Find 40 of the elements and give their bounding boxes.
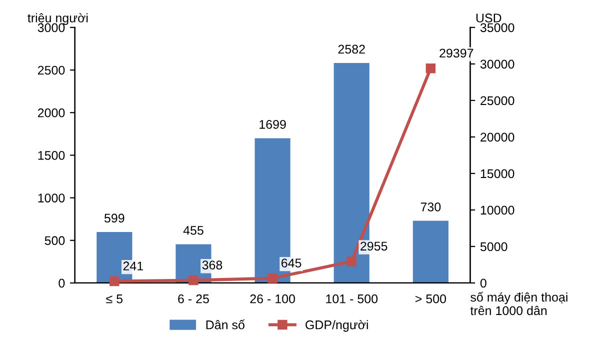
y2-tick-label: 20000	[480, 132, 514, 142]
y-tick-label: 2000	[38, 108, 65, 118]
data-label: 2955	[360, 242, 388, 251]
legend-label: GDP/người	[306, 320, 368, 332]
point	[268, 273, 278, 284]
y2-axis-title: USD	[476, 14, 502, 22]
y-tick-label: 3000	[38, 23, 65, 32]
data-label: 2582	[338, 44, 365, 54]
data-label: 241	[123, 262, 143, 270]
legend-label: Dân số	[206, 320, 245, 330]
x-tick-label: 6 - 25	[178, 294, 209, 304]
data-label: 599	[104, 214, 124, 223]
x-tick-label: ≤ 5	[106, 294, 123, 304]
y2-tick-label: 30000	[480, 60, 514, 69]
data-label: 455	[183, 226, 204, 235]
y-tick-label: 500	[44, 236, 65, 246]
y-tick-label: 0	[58, 278, 65, 288]
bar	[412, 220, 448, 283]
data-label: 645	[282, 258, 302, 268]
data-label: 368	[202, 260, 222, 270]
point	[188, 275, 198, 286]
y2-tick-label: 0	[480, 278, 486, 288]
y2-tick-label: 35000	[480, 23, 514, 32]
y-tick-label: 1500	[38, 151, 65, 160]
x-tick-label: 101 - 500	[326, 294, 378, 304]
point	[110, 276, 120, 286]
y-tick-label: 1000	[38, 194, 65, 202]
x-tick-label: > 500	[415, 294, 446, 304]
data-label: 730	[420, 202, 441, 212]
y2-tick-label: 5000	[480, 242, 508, 252]
point	[346, 256, 356, 266]
y2-tick-label: 10000	[480, 206, 514, 215]
y2-tick-label: 15000	[480, 169, 514, 178]
data-label: 1699	[260, 120, 286, 129]
data-label: 29397	[440, 48, 474, 58]
point	[426, 63, 436, 74]
x-axis-title: số máy điện thoại trên 1000 dân	[470, 292, 568, 316]
y-tick-label: 2500	[38, 66, 65, 75]
y2-tick-label: 25000	[480, 96, 514, 106]
x-tick-label: 26 - 100	[250, 294, 295, 304]
